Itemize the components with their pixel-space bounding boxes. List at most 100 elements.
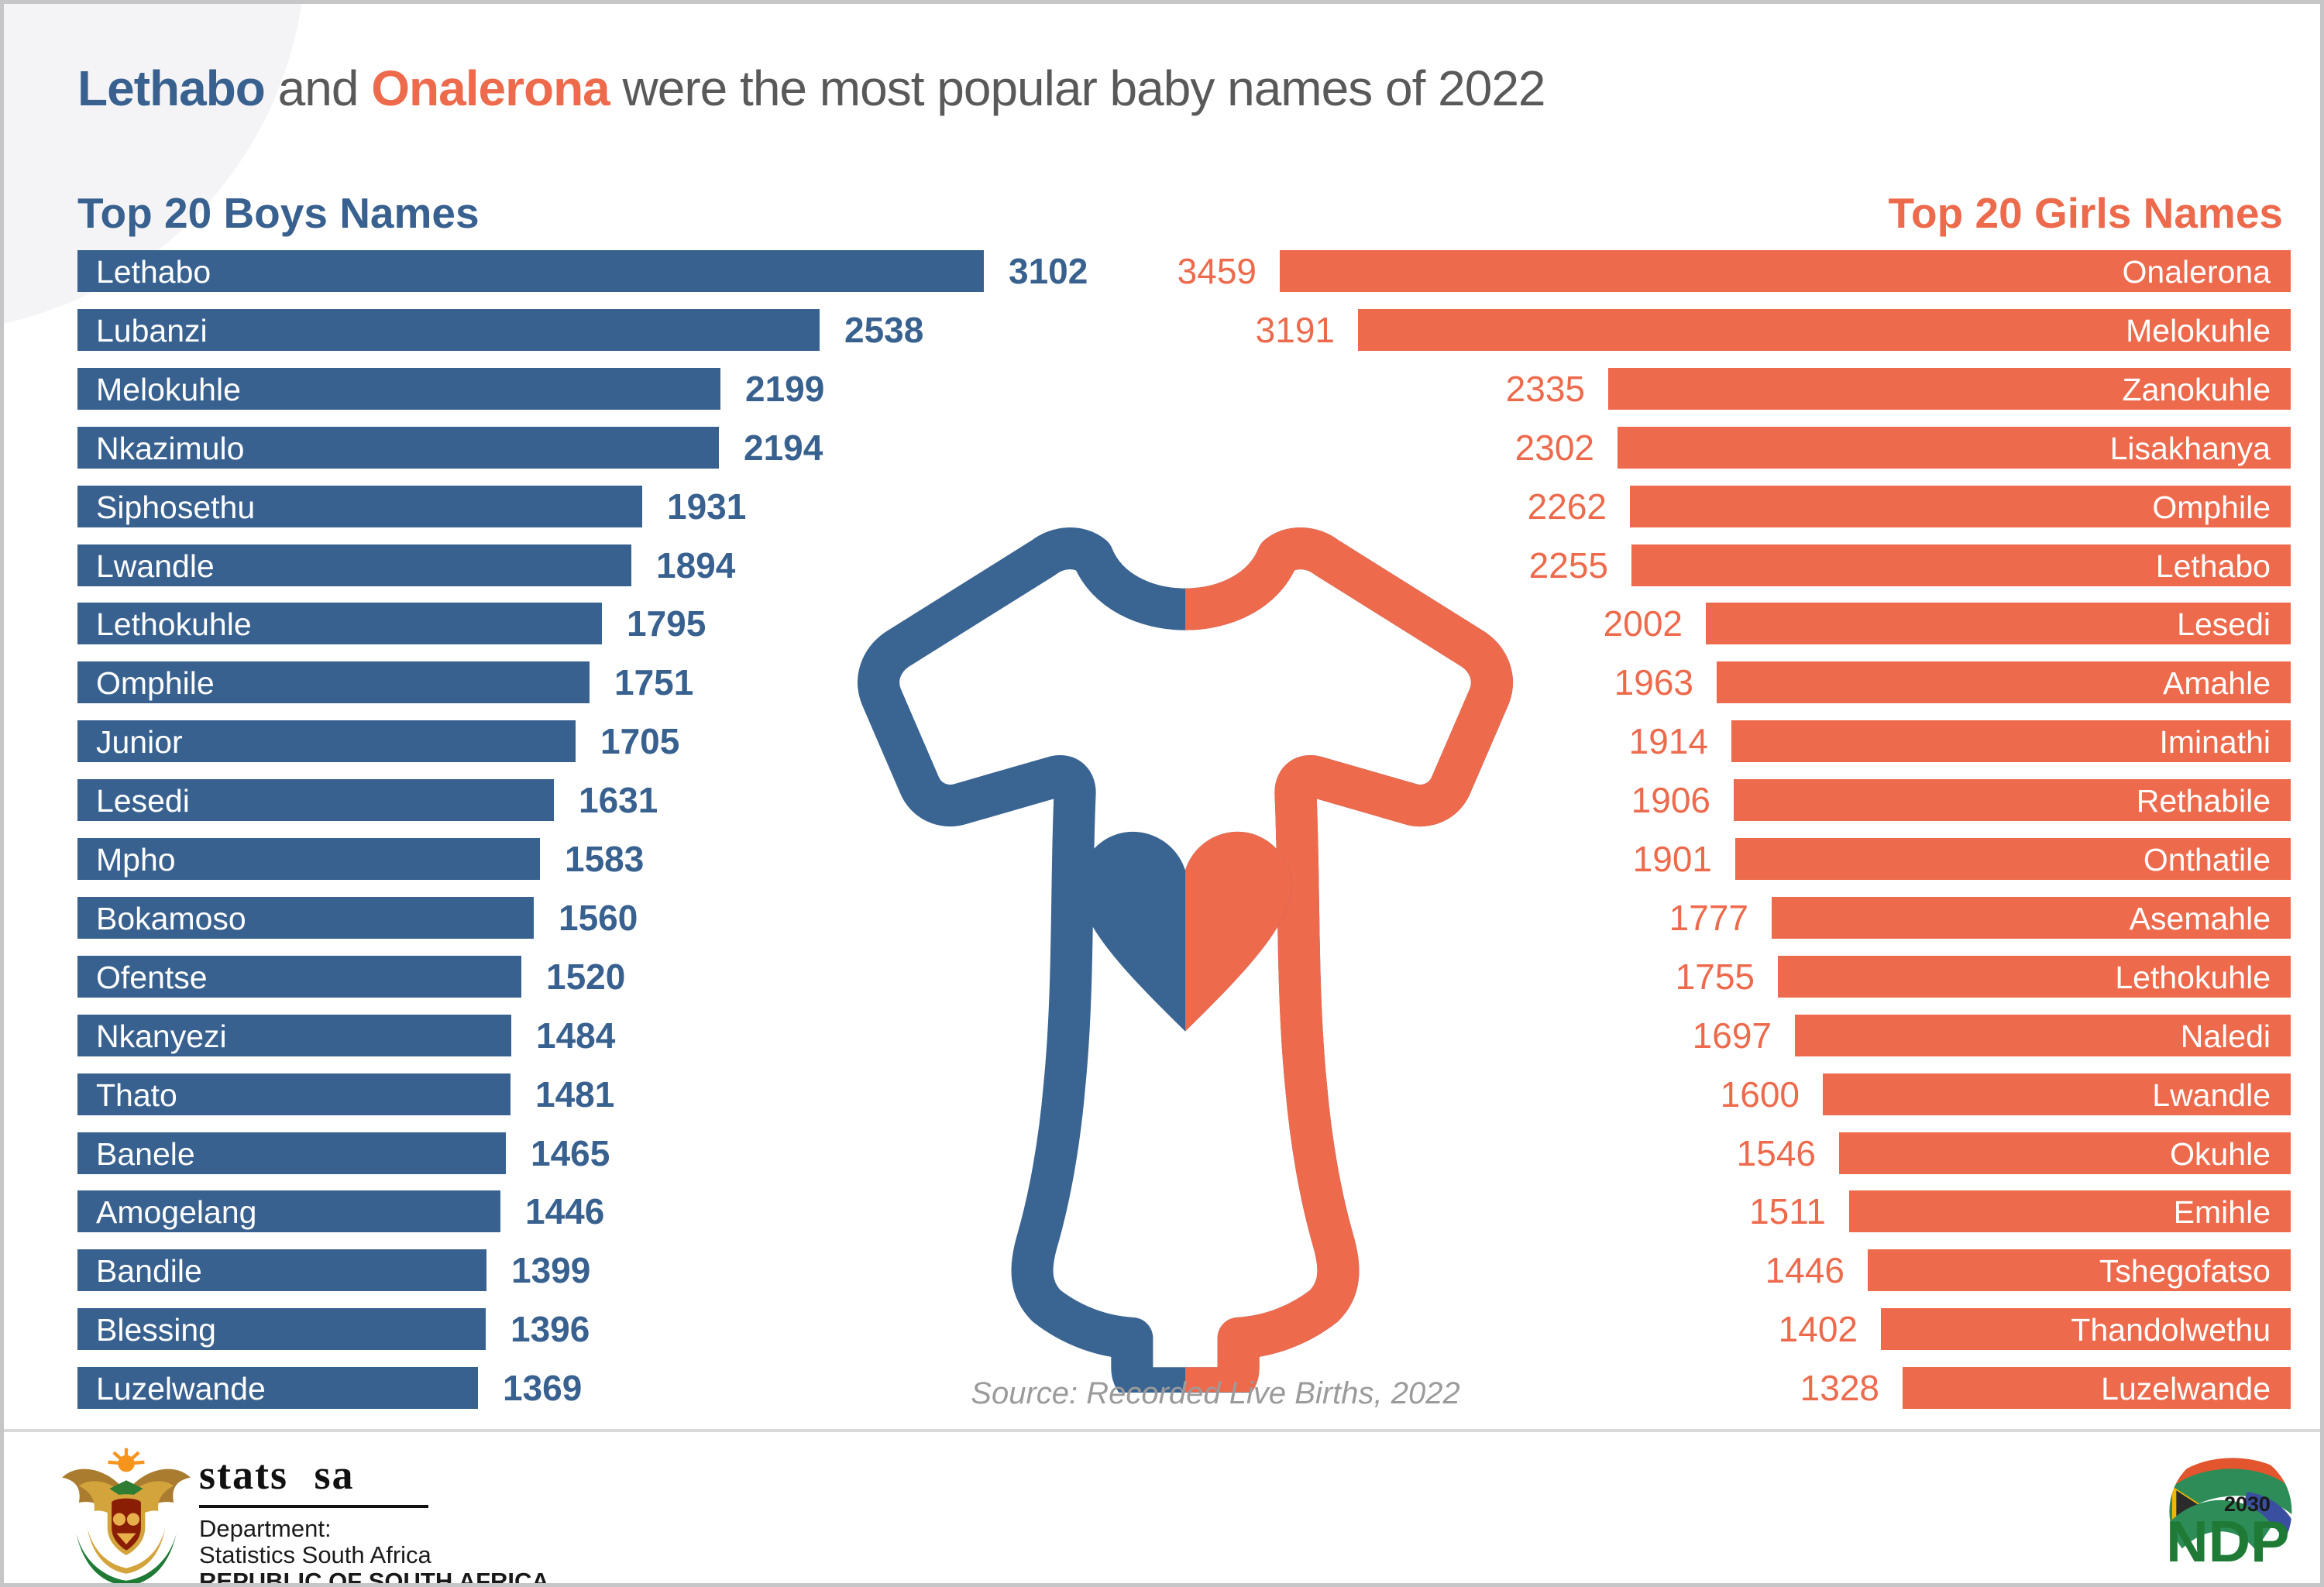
stats-sa-rule — [199, 1505, 428, 1508]
bar-value-label: 2199 — [745, 369, 825, 409]
bar-row: Lubanzi 2538 — [4, 309, 2320, 351]
stats-sa-logo: stats sa Department: Statistics South Af… — [199, 1451, 549, 1587]
bar-value-label: 1402 — [1778, 1309, 1858, 1349]
bar: Lesedi — [1706, 603, 2291, 644]
bar: Lwandle — [1823, 1073, 2291, 1115]
baby-onesie-icon — [782, 506, 1588, 1393]
bar-name-label: Melokuhle — [2126, 313, 2271, 349]
bar-name-label: Mpho — [96, 842, 176, 878]
bar-value-label: 1751 — [614, 662, 694, 702]
bar: Okuhle — [1839, 1132, 2291, 1174]
title-connector: and — [264, 60, 372, 116]
bar-row: Onalerona 3459 — [4, 250, 2320, 292]
bar-value-label: 3191 — [1255, 310, 1335, 350]
bar: Omphile — [77, 661, 590, 703]
bar-name-label: Iminathi — [2159, 724, 2271, 760]
bar: Lisakhanya — [1618, 427, 2291, 469]
ndp-year-text: 2030 — [2224, 1493, 2271, 1516]
bar-value-label: 1705 — [600, 721, 680, 761]
bar-name-label: Junior — [96, 724, 183, 760]
stats-sa-dept-line2: Statistics South Africa — [199, 1541, 431, 1568]
boys-section-header: Top 20 Boys Names — [77, 189, 480, 237]
stats-sa-dept-line1: Department: — [199, 1515, 332, 1542]
title-girls-name: Onalerona — [371, 60, 610, 116]
bar-value-label: 1546 — [1736, 1133, 1816, 1173]
bar-value-label: 1697 — [1692, 1015, 1772, 1056]
bar-row: Melokuhle 3191 — [4, 309, 2320, 351]
bar-value-label: 1520 — [546, 957, 626, 997]
ndp-wordmark: NDP — [2166, 1509, 2289, 1574]
bar: Lethabo — [77, 250, 984, 292]
bar: Thandolwethu — [1881, 1308, 2291, 1350]
bar-name-label: Onalerona — [2122, 254, 2271, 290]
bar-row: Zanokuhle 2335 — [4, 368, 2320, 410]
bar-value-label: 1396 — [511, 1309, 590, 1349]
bar-name-label: Nkanyezi — [96, 1018, 227, 1054]
bar-value-label: 3459 — [1177, 251, 1257, 291]
bar-value-label: 1328 — [1800, 1368, 1879, 1408]
bar-name-label: Omphile — [2152, 489, 2271, 525]
bar: Lethabo — [1631, 544, 2291, 586]
bar: Banele — [77, 1132, 506, 1174]
laurel-banner — [76, 1533, 177, 1583]
stats-sa-wordmark: stats sa — [199, 1451, 355, 1498]
bar-name-label: Okuhle — [2170, 1136, 2271, 1172]
bar: Lesedi — [77, 779, 554, 821]
bar-value-label: 1906 — [1631, 780, 1710, 820]
bar-value-label: 2302 — [1514, 428, 1594, 468]
bar: Lwandle — [77, 544, 631, 586]
bar: Asemahle — [1772, 897, 2291, 939]
bar-name-label: Melokuhle — [96, 372, 241, 407]
bar-value-label: 2002 — [1603, 603, 1683, 644]
bar-value-label: 1446 — [1765, 1250, 1844, 1290]
bar-name-label: Emihle — [2173, 1194, 2271, 1230]
bar-name-label: Luzelwande — [2101, 1371, 2271, 1407]
bar: Blessing — [77, 1308, 486, 1350]
source-note: Source: Recorded Live Births, 2022 — [971, 1376, 1460, 1410]
bar: Mpho — [77, 838, 540, 880]
bar-value-label: 1583 — [565, 839, 645, 879]
bar-name-label: Lesedi — [2177, 606, 2271, 642]
bar: Naledi — [1795, 1015, 2291, 1056]
bar-name-label: Luzelwande — [96, 1371, 266, 1407]
bar: Tshegofatso — [1868, 1249, 2291, 1291]
bar: Lubanzi — [77, 309, 820, 351]
bar: Omphile — [1630, 486, 2291, 527]
ndp-2030-logo: 2030 NDP — [2166, 1450, 2292, 1574]
bar-name-label: Lethokuhle — [96, 606, 252, 642]
bar-value-label: 1600 — [1720, 1074, 1800, 1115]
bar-value-label: 1931 — [667, 486, 747, 527]
stats-sa-dept-line3: REPUBLIC OF SOUTH AFRICA — [199, 1568, 549, 1587]
bar-name-label: Lethabo — [2155, 548, 2271, 584]
bar-name-label: Asemahle — [2129, 901, 2271, 936]
bar-name-label: Lisakhanya — [2109, 431, 2271, 466]
bar-name-label: Thandolwethu — [2071, 1312, 2271, 1348]
bar-row: Nkazimulo 2194 — [4, 427, 2320, 469]
bar: Emihle — [1849, 1190, 2291, 1232]
bar-value-label: 1511 — [1749, 1191, 1826, 1231]
bar-name-label: Onthatile — [2143, 842, 2271, 878]
bar: Nkanyezi — [77, 1015, 511, 1056]
bar-value-label: 1446 — [525, 1191, 605, 1231]
bar-name-label: Naledi — [2180, 1018, 2271, 1054]
stats-sa-coat-of-arms — [62, 1448, 191, 1583]
bar-value-label: 2194 — [744, 428, 823, 468]
bar-name-label: Lethokuhle — [2115, 960, 2271, 995]
bar: Lethokuhle — [1778, 956, 2291, 998]
wheat-ring — [87, 1527, 166, 1574]
bar: Amogelang — [77, 1190, 500, 1232]
bar-name-label: Amogelang — [96, 1194, 257, 1230]
bar-value-label: 1560 — [559, 898, 638, 938]
bar: Melokuhle — [77, 368, 720, 410]
bar-row: Melokuhle 2199 — [4, 368, 2320, 410]
bar-name-label: Blessing — [96, 1312, 216, 1348]
bar-name-label: Lesedi — [96, 783, 190, 819]
bar-name-label: Lubanzi — [96, 313, 208, 349]
bar-name-label: Nkazimulo — [96, 431, 245, 466]
bar: Thato — [77, 1073, 511, 1115]
bar: Bandile — [77, 1249, 486, 1291]
bar-value-label: 1465 — [531, 1133, 610, 1173]
bar-value-label: 1631 — [579, 780, 658, 820]
bar-name-label: Bokamoso — [96, 901, 246, 936]
bar: Lethokuhle — [77, 603, 602, 644]
